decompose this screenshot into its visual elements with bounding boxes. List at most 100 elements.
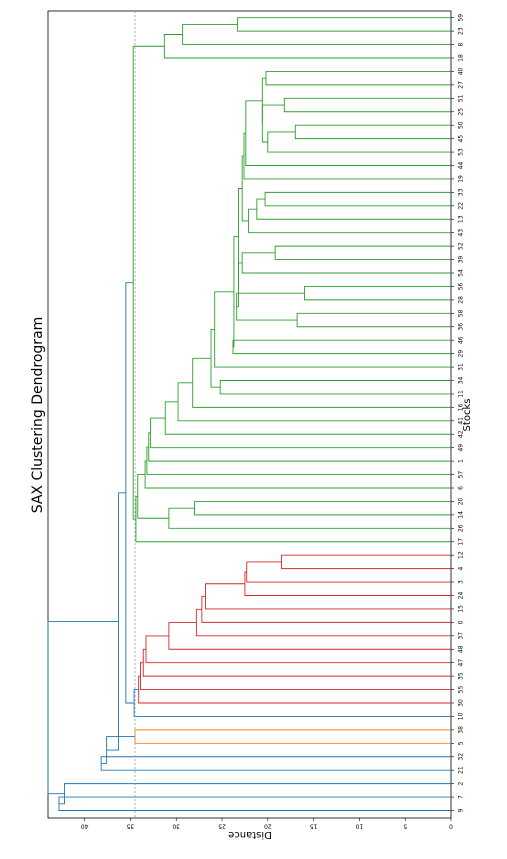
leaf-label: 22 (458, 202, 465, 210)
leaf-label: 56 (458, 282, 465, 290)
leaf-label: 4 (458, 567, 465, 571)
leaf-label: 1 (458, 459, 465, 463)
leaf-label: 57 (458, 471, 465, 479)
leaf-label: 52 (458, 242, 465, 250)
leaf-label: 9 (458, 808, 465, 812)
distance-tick-label: 20 (264, 823, 272, 830)
leaf-label: 16 (458, 403, 465, 411)
dendrogram-link (294, 124, 451, 140)
dendrogram-link (192, 357, 451, 408)
leaf-label: 48 (458, 645, 465, 653)
leaf-label: 47 (458, 659, 465, 667)
distance-axis-ticks: 0 5 10 15 20 25 30 35 40 (81, 818, 453, 830)
dendrogram-link (134, 729, 451, 744)
distance-tick-label: 30 (172, 823, 180, 830)
dendrogram-link (244, 571, 451, 596)
leaf-label: 0 (458, 620, 465, 624)
x-axis-title: Stocks (462, 399, 473, 432)
leaf-label: 25 (458, 108, 465, 116)
dendrogram-link (194, 500, 451, 516)
dendrogram-link (47, 620, 119, 795)
dendrogram-link (137, 473, 169, 519)
leaf-label: 58 (458, 309, 465, 317)
leaf-label: 26 (458, 524, 465, 532)
leaf-label: 30 (458, 699, 465, 707)
leaf-label: 12 (458, 551, 465, 559)
dendrogram-link (237, 17, 451, 32)
leaf-label: 43 (458, 229, 465, 237)
leaf-label: 13 (458, 215, 465, 223)
leaf-label: 49 (458, 444, 465, 452)
dendrogram-link (261, 104, 285, 143)
dendrogram-link (283, 97, 451, 113)
dendrogram-link (232, 339, 451, 355)
dendrogram-link (304, 285, 451, 301)
distance-tick-label: 35 (126, 823, 134, 830)
dendrogram-link (256, 198, 451, 220)
leaf-label: 7 (458, 795, 465, 799)
leaf-label: 40 (458, 67, 465, 75)
leaf-label: 45 (458, 135, 465, 143)
leaf-label: 38 (458, 726, 465, 734)
chart-title: SAX Clustering Dendrogram (30, 317, 46, 514)
leaf-label: 23 (458, 27, 465, 35)
leaf-label: 20 (458, 497, 465, 505)
dendrogram-link (241, 252, 451, 274)
leaf-label: 55 (458, 686, 465, 694)
leaf-label: 3 (458, 580, 465, 584)
leaf-label: 6 (458, 486, 465, 490)
dendrogram-link (100, 756, 451, 771)
dendrogram-link (214, 291, 451, 368)
leaf-label: 29 (458, 350, 465, 358)
leaf-label: 11 (458, 390, 465, 398)
dendrogram-link (58, 783, 451, 805)
dendrogram-link (148, 432, 451, 462)
leaf-label: 54 (458, 269, 465, 277)
distance-tick-label: 15 (310, 823, 318, 830)
y-axis-title: Distance (228, 829, 272, 840)
leaf-label: 44 (458, 162, 465, 170)
dendrogram-link (205, 583, 451, 610)
dendrogram-link (243, 132, 451, 180)
dendrogram-link (248, 208, 451, 234)
leaf-label: 18 (458, 54, 465, 62)
leaf-label: 2 (458, 782, 465, 786)
distance-tick-label: 0 (449, 823, 453, 830)
stock-axis-labels: 9722132538103055354748370152434121726142… (451, 14, 465, 812)
leaf-label: 36 (458, 323, 465, 331)
distance-tick-label: 5 (403, 823, 407, 830)
dendrogram-link (236, 292, 305, 321)
dendrogram-link (210, 328, 221, 388)
leaf-label: 8 (458, 42, 465, 46)
dendrogram-link (245, 100, 451, 166)
leaf-label: 59 (458, 14, 465, 22)
dendrogram-link (264, 191, 451, 207)
dendrogram-link (219, 380, 451, 395)
leaf-label: 19 (458, 175, 465, 183)
leaf-label: 35 (458, 672, 465, 680)
leaf-label: 37 (458, 632, 465, 640)
dendrogram-link (261, 77, 266, 124)
leaf-label: 17 (458, 538, 465, 546)
leaf-label: 5 (458, 741, 465, 745)
dendrogram-link (177, 382, 451, 422)
distance-tick-label: 25 (218, 823, 226, 830)
leaf-label: 39 (458, 256, 465, 264)
leaf-label: 42 (458, 430, 465, 438)
leaf-label: 28 (458, 296, 465, 304)
leaf-label: 41 (458, 417, 465, 425)
leaf-label: 50 (458, 121, 465, 129)
leaf-label: 34 (458, 377, 465, 385)
distance-tick-label: 40 (81, 823, 89, 830)
dendrogram-link (135, 495, 451, 543)
leaf-label: 21 (458, 766, 465, 774)
leaf-label: 31 (458, 363, 465, 371)
leaf-label: 33 (458, 188, 465, 196)
leaf-label: 27 (458, 81, 465, 89)
dendrogram-link (265, 70, 451, 86)
dendrogram-link (281, 554, 451, 570)
dendrogram-link (58, 796, 451, 811)
dendrogram-link (296, 312, 451, 328)
dendrogram-link (150, 417, 451, 449)
